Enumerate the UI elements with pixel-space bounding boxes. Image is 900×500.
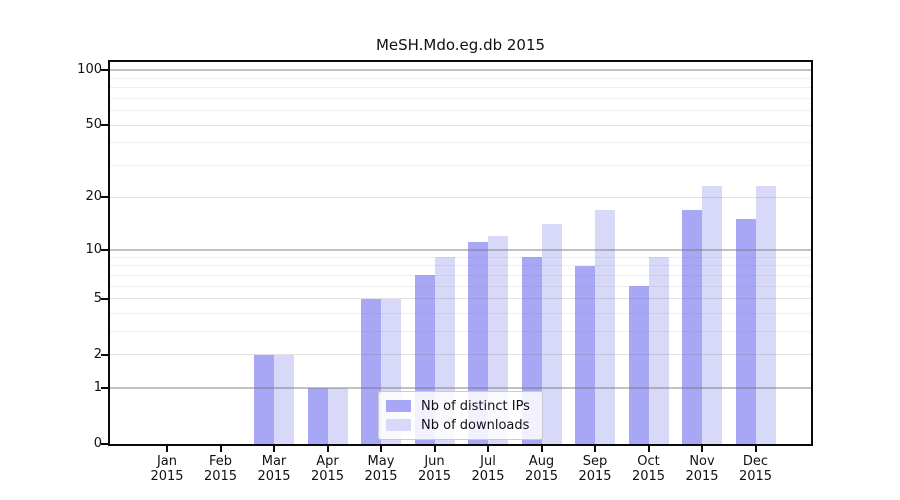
y-tick-1 bbox=[101, 386, 108, 389]
legend-swatch-downloads bbox=[386, 419, 411, 431]
x-tick-year-dec: 2015 bbox=[738, 469, 773, 484]
y-tick-label-20: 20 bbox=[85, 189, 102, 205]
bar-distinct-ips-sep bbox=[575, 265, 595, 444]
gridline-1 bbox=[110, 386, 811, 389]
x-tick-aug bbox=[540, 446, 543, 452]
x-tick-jun bbox=[433, 446, 436, 452]
y-tick-label-2: 2 bbox=[93, 346, 102, 362]
x-tick-label-feb: Feb 2015 bbox=[193, 454, 249, 484]
y-tick-20 bbox=[101, 196, 108, 199]
gridline-6 bbox=[110, 285, 811, 287]
y-tick-label-5: 5 bbox=[93, 290, 102, 306]
bar-downloads-nov bbox=[702, 186, 722, 444]
gridline-100 bbox=[110, 68, 811, 71]
x-tick-year-jun: 2015 bbox=[417, 469, 452, 484]
bar-distinct-ips-may bbox=[361, 298, 381, 444]
legend: Nb of distinct IPs Nb of downloads bbox=[378, 391, 543, 440]
x-tick-year-nov: 2015 bbox=[685, 469, 719, 484]
y-tick-label-100: 100 bbox=[77, 61, 102, 77]
gridline-40 bbox=[110, 142, 811, 144]
bar-distinct-ips-mar bbox=[254, 354, 274, 444]
bar-distinct-ips-dec bbox=[735, 219, 756, 444]
x-tick-mar bbox=[273, 446, 275, 452]
x-tick-jan bbox=[166, 446, 168, 452]
x-tick-year-feb: 2015 bbox=[203, 469, 238, 484]
legend-swatch-distinct-ips bbox=[386, 400, 411, 412]
x-tick-label-dec: Dec 2015 bbox=[728, 454, 784, 484]
x-tick-label-aug: Aug 2015 bbox=[514, 454, 570, 484]
x-tick-label-mar: Mar 2015 bbox=[246, 454, 302, 484]
x-tick-label-jun: Jun 2015 bbox=[407, 454, 463, 484]
y-tick-100 bbox=[101, 68, 108, 71]
y-tick-label-1: 1 bbox=[93, 379, 102, 395]
gridline-90 bbox=[110, 77, 811, 79]
gridline-50 bbox=[110, 124, 811, 126]
legend-label-distinct-ips: Nb of distinct IPs bbox=[421, 398, 530, 414]
bar-downloads-aug bbox=[541, 224, 562, 444]
x-tick-sep bbox=[594, 446, 596, 452]
x-tick-label-sep: Sep 2015 bbox=[567, 454, 623, 484]
y-tick-50 bbox=[101, 124, 108, 127]
y-tick-label-50: 50 bbox=[85, 117, 102, 133]
x-tick-nov bbox=[701, 446, 703, 452]
gridline-5 bbox=[110, 298, 811, 300]
chart-title: MeSH.Mdo.eg.db 2015 bbox=[375, 36, 546, 54]
bar-distinct-ips-apr bbox=[307, 387, 328, 444]
x-tick-label-jan: Jan 2015 bbox=[139, 454, 195, 484]
gridline-8 bbox=[110, 265, 811, 267]
x-tick-oct bbox=[647, 446, 650, 452]
gridline-20 bbox=[110, 196, 811, 198]
gridline-10 bbox=[110, 248, 811, 251]
x-tick-year-jul: 2015 bbox=[471, 469, 505, 484]
y-tick-5 bbox=[101, 297, 108, 300]
x-tick-jul bbox=[487, 446, 489, 452]
bar-downloads-mar bbox=[274, 354, 294, 444]
bar-distinct-ips-oct bbox=[628, 286, 649, 444]
bar-downloads-sep bbox=[595, 209, 615, 444]
gridline-30 bbox=[110, 164, 811, 166]
legend-row-downloads: Nb of downloads bbox=[386, 417, 542, 433]
y-tick-0 bbox=[101, 443, 108, 445]
y-tick-label-0: 0 bbox=[93, 436, 102, 451]
legend-row-distinct-ips: Nb of distinct IPs bbox=[386, 398, 542, 414]
bar-downloads-oct bbox=[648, 257, 669, 444]
gridline-9 bbox=[110, 256, 811, 258]
x-tick-year-apr: 2015 bbox=[310, 469, 345, 484]
x-tick-feb bbox=[219, 446, 222, 452]
x-tick-year-jan: 2015 bbox=[150, 469, 184, 484]
x-tick-label-may: May 2015 bbox=[353, 454, 409, 484]
y-tick-2 bbox=[101, 353, 108, 356]
bar-distinct-ips-nov bbox=[682, 209, 702, 444]
gridline-2 bbox=[110, 354, 811, 356]
gridline-70 bbox=[110, 97, 811, 99]
y-tick-label-10: 10 bbox=[85, 241, 102, 257]
bar-downloads-apr bbox=[327, 387, 348, 444]
x-tick-year-mar: 2015 bbox=[257, 469, 291, 484]
x-tick-apr bbox=[326, 446, 329, 452]
gridline-4 bbox=[110, 312, 811, 314]
x-tick-year-aug: 2015 bbox=[524, 469, 559, 484]
x-tick-dec bbox=[754, 446, 757, 452]
x-tick-label-nov: Nov 2015 bbox=[674, 454, 730, 484]
y-tick-10 bbox=[101, 248, 108, 251]
gridline-60 bbox=[110, 110, 811, 112]
x-tick-label-jul: Jul 2015 bbox=[460, 454, 516, 484]
x-tick-year-sep: 2015 bbox=[578, 469, 612, 484]
x-tick-year-may: 2015 bbox=[364, 469, 398, 484]
gridline-3 bbox=[110, 331, 811, 333]
x-tick-year-oct: 2015 bbox=[631, 469, 666, 484]
bar-downloads-dec bbox=[755, 186, 776, 444]
x-tick-label-apr: Apr 2015 bbox=[300, 454, 356, 484]
x-tick-label-oct: Oct 2015 bbox=[621, 454, 677, 484]
gridline-80 bbox=[110, 87, 811, 89]
legend-label-downloads: Nb of downloads bbox=[421, 417, 530, 433]
gridline-7 bbox=[110, 274, 811, 276]
x-tick-may bbox=[380, 446, 382, 452]
